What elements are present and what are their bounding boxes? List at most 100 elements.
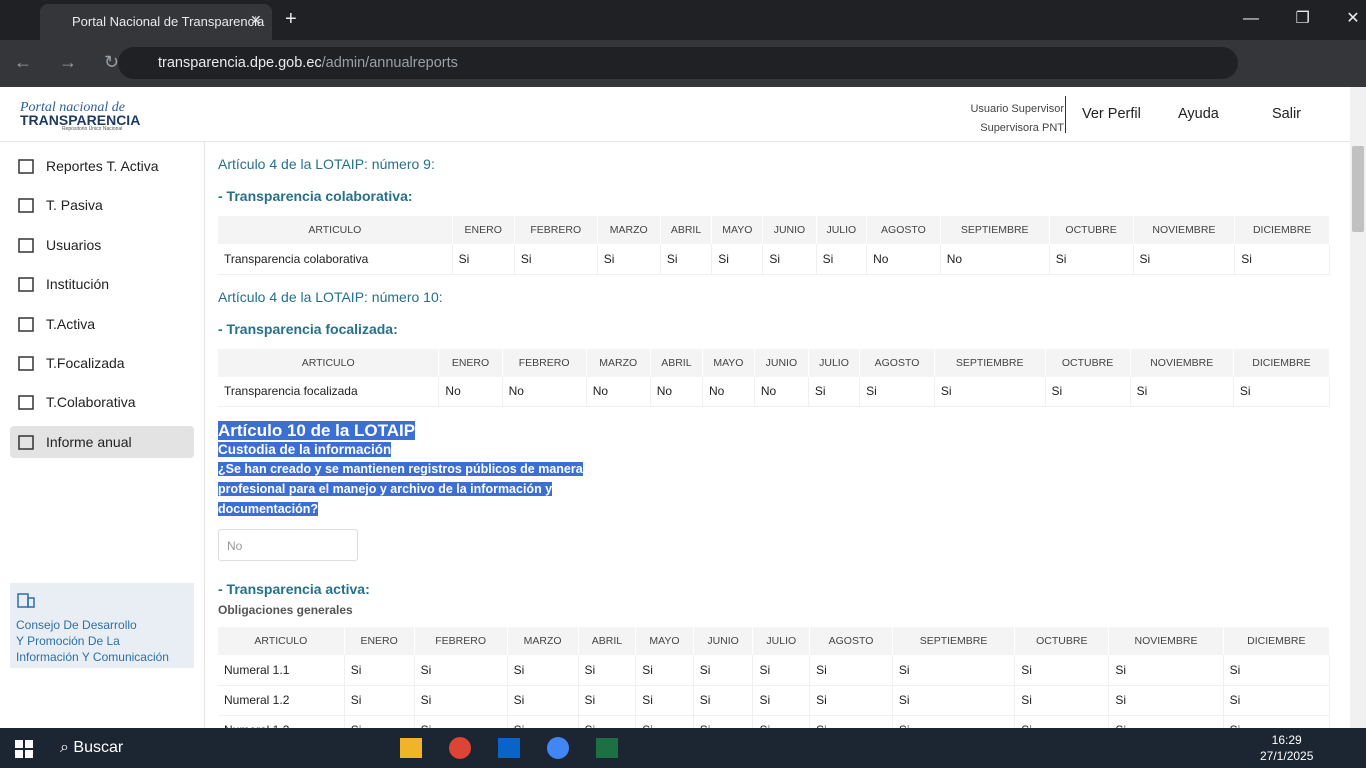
table-cell: Si — [507, 715, 579, 728]
table-cell: Si — [452, 244, 515, 275]
column-header: MARZO — [507, 627, 579, 655]
table-cell: Si — [597, 244, 661, 275]
table-cell: Si — [1223, 655, 1330, 686]
column-header: ABRIL — [650, 348, 703, 377]
column-header: ENERO — [438, 348, 503, 377]
spacer — [218, 339, 1330, 349]
table-cell: Si — [693, 655, 754, 686]
column-header: AGOSTO — [809, 627, 893, 655]
table-cell: Si — [1133, 244, 1236, 275]
column-header: FEBRERO — [502, 348, 587, 377]
column-header: MAYO — [702, 348, 755, 377]
sidebar-item[interactable]: T.Focalizada — [10, 347, 194, 379]
column-header: SEPTIEMBRE — [892, 627, 1016, 655]
url-field[interactable]: transparencia.dpe.gob.ec/admin/annualrep… — [118, 47, 1238, 79]
table-row: Numeral 1.2 Si Si Si Si Si Si Si Si Si Si Si Si — [218, 685, 1330, 716]
table-cell: Si — [1108, 655, 1224, 686]
column-header: AGOSTO — [859, 348, 935, 377]
app-icon[interactable] — [547, 737, 569, 759]
answer-select[interactable]: No — [218, 529, 358, 561]
column-header: MAYO — [711, 216, 764, 244]
column-header: ENERO — [344, 627, 415, 655]
time: 16:29 — [1271, 733, 1302, 747]
table-cell: Si — [892, 655, 1016, 686]
table-cell: No — [754, 376, 809, 407]
column-header: ARTICULO — [218, 216, 453, 244]
new-tab[interactable]: + — [285, 8, 297, 30]
table-cell: Si — [859, 376, 935, 407]
table-cell: Si — [578, 685, 637, 716]
column-header: MARZO — [597, 216, 661, 244]
sidebar-item[interactable]: Usuarios — [10, 229, 194, 261]
table-cell: Si — [752, 715, 811, 728]
tab-close[interactable]: ✕ — [250, 12, 262, 28]
column-header: ABRIL — [660, 216, 713, 244]
group-label: Obligaciones generales — [218, 603, 353, 617]
table-cell: Si — [1130, 376, 1234, 407]
nav-buttons[interactable]: ← → ↻ — [14, 52, 120, 72]
table-cell: Si — [344, 655, 415, 686]
sidebar-icon — [18, 238, 34, 253]
table-cell: Si — [816, 244, 868, 275]
table-row: Transparencia colaborativa Si Si Si Si Si Si Si… — [218, 244, 1330, 275]
sidebar-item[interactable]: Institución — [10, 268, 194, 300]
table-cell: No — [586, 376, 651, 407]
column-header: AGOSTO — [866, 216, 941, 244]
column-header: JUNIO — [762, 216, 817, 244]
article-title: Artículo 10 de la LOTAIP — [218, 421, 416, 440]
table-row: Numeral 1.1 Si Si Si Si Si Si Si Si Si Si Si Si — [218, 655, 1330, 686]
nav-link[interactable]: Ver Perfil — [1082, 106, 1141, 122]
logo-line: TRANSPARENCIA — [20, 112, 141, 128]
table-cell: Si — [414, 715, 508, 728]
sidebar-item[interactable]: Informe anual — [10, 425, 194, 458]
sidebar-item[interactable]: T.Colaborativa — [10, 386, 194, 418]
table-cell: Si — [809, 685, 893, 716]
table-row: Transparencia focalizada No No No No No No Si Si… — [218, 376, 1330, 407]
scroll-thumb[interactable] — [1352, 146, 1364, 232]
table-cell: Si — [507, 685, 579, 716]
column-header: JULIO — [808, 348, 861, 377]
start-button[interactable] — [15, 740, 33, 758]
sidebar-icon — [18, 435, 34, 450]
table-cell: Transparencia colaborativa — [218, 244, 453, 275]
table-cell: Si — [752, 655, 811, 686]
user-info: Usuario Supervisor Supervisora PNT — [970, 100, 1064, 138]
column-header: OCTUBRE — [1045, 348, 1131, 377]
table-cell: Si — [1108, 715, 1224, 728]
scrollbar[interactable] — [1350, 87, 1366, 728]
sidebar-icon — [18, 198, 34, 214]
clock[interactable]: 16:29 27/1/2025 — [1260, 732, 1313, 764]
table-cell: Si — [635, 655, 694, 686]
search-box[interactable]: ⌕ Buscar — [60, 739, 124, 756]
table-cell: Si — [635, 715, 694, 728]
nav-link[interactable]: Salir — [1272, 106, 1302, 122]
app-icon[interactable] — [498, 738, 520, 758]
sidebar-item[interactable]: T.Activa — [10, 308, 194, 340]
table-cell: Si — [711, 244, 764, 275]
table-cell: Si — [752, 685, 811, 716]
data-table: ARTICULO ENERO FEBRERO MARZO ABRIL MAYO JUNIO J… — [218, 627, 1330, 728]
footer-line: Consejo De Desarrollo — [16, 618, 137, 632]
main-content: Artículo 4 de la LOTAIP: número 9: - Tran… — [218, 142, 1330, 728]
section-subheading: - Transparencia activa: — [218, 581, 370, 597]
column-header: JULIO — [816, 216, 868, 244]
sidebar-item[interactable]: T. Pasiva — [10, 189, 194, 221]
app-icon[interactable] — [449, 737, 471, 759]
sidebar-item[interactable]: Reportes T. Activa — [10, 150, 194, 182]
column-header: JUNIO — [693, 627, 754, 655]
nav-link[interactable]: Ayuda — [1178, 106, 1219, 122]
url-path: /admin/annualreports — [321, 55, 458, 71]
sidebar-icon — [18, 277, 34, 292]
section-subheading: - Transparencia focalizada: — [218, 320, 398, 337]
browser-tab[interactable]: Portal Nacional de Transparencia — [40, 4, 272, 40]
window-controls[interactable]: — ❐ ✕ — [1243, 10, 1360, 27]
table-cell: Si — [693, 715, 754, 728]
table-cell: Si — [1014, 685, 1110, 716]
user-name: Usuario Supervisor — [970, 103, 1064, 115]
table-cell: Si — [808, 376, 861, 407]
app-icon[interactable] — [400, 738, 422, 758]
table-cell: No — [940, 244, 1050, 275]
app-icon[interactable] — [596, 738, 618, 758]
column-header: DICIEMBRE — [1234, 216, 1330, 244]
table-cell: Si — [1234, 244, 1330, 275]
